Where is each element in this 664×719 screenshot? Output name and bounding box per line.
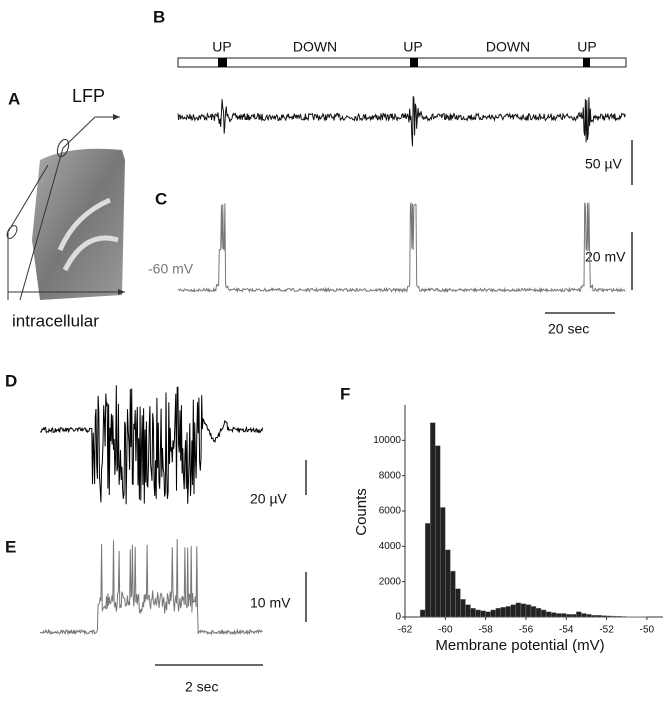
slice-detail	[57, 197, 119, 272]
bar	[545, 611, 552, 618]
x-tick-label: -54	[559, 625, 574, 636]
x-tick-label: -60	[438, 625, 453, 636]
bar	[535, 607, 542, 618]
y-axis-label: Counts	[353, 488, 370, 536]
bar	[591, 615, 597, 618]
y-tick-label: 0	[395, 612, 401, 623]
intracellular-label: intracellular	[12, 311, 99, 330]
bar	[429, 422, 436, 618]
state-label: UP	[403, 39, 422, 55]
up-mark	[218, 58, 227, 67]
panel-label: A	[8, 89, 20, 108]
bar	[611, 615, 617, 618]
y-tick-label: 6000	[379, 506, 402, 517]
bar	[530, 606, 537, 618]
state-label: UP	[212, 39, 231, 55]
bar	[561, 613, 567, 618]
lfp-label: LFP	[72, 86, 105, 106]
bar	[450, 570, 456, 618]
bar	[571, 614, 577, 618]
y-tick-label: 2000	[379, 576, 402, 587]
bar	[440, 507, 446, 618]
bar	[419, 609, 426, 618]
x-tick-label: -52	[599, 625, 614, 636]
bar	[596, 615, 602, 618]
bar	[586, 614, 592, 618]
trace	[39, 538, 263, 636]
bar	[445, 549, 451, 618]
lfp-tip	[56, 138, 70, 158]
scale-label: 20 µV	[250, 491, 288, 507]
bar	[555, 613, 562, 618]
panel-label: B	[153, 7, 165, 26]
state-bar	[177, 57, 627, 68]
panel-label: D	[5, 371, 17, 390]
bar	[500, 607, 506, 618]
intra-tip	[6, 225, 18, 239]
time-label: 20 sec	[548, 321, 589, 337]
state-label: DOWN	[293, 39, 337, 55]
x-tick-label: -58	[478, 625, 493, 636]
panel-label: E	[5, 537, 16, 556]
bar	[520, 603, 527, 618]
bar	[485, 611, 491, 618]
lfp-electrode	[19, 114, 120, 301]
bar	[480, 610, 486, 618]
bar	[460, 599, 466, 618]
time-label: 2 sec	[185, 679, 218, 695]
x-tick-label: -50	[640, 625, 655, 636]
bar	[566, 614, 572, 618]
bar	[470, 607, 476, 618]
baseline-label: -60 mV	[148, 261, 194, 277]
bar	[621, 616, 627, 618]
bar	[515, 602, 522, 618]
bar	[510, 604, 517, 618]
bar	[601, 615, 607, 618]
trace	[39, 385, 264, 505]
x-tick-label: -56	[519, 625, 534, 636]
bar	[435, 445, 441, 618]
bar	[581, 613, 587, 618]
scale-label: 20 mV	[585, 249, 626, 265]
panel-label: F	[340, 384, 350, 403]
bar	[525, 604, 532, 618]
scale-label: 10 mV	[250, 595, 291, 611]
bar	[616, 616, 622, 618]
scale-label: 50 µV	[585, 156, 623, 172]
bar	[505, 606, 512, 618]
trace	[177, 96, 626, 147]
bar	[424, 523, 431, 618]
trace	[177, 202, 626, 294]
bar	[495, 607, 501, 618]
bar	[475, 609, 481, 618]
bar	[490, 609, 496, 618]
y-tick-label: 4000	[379, 541, 402, 552]
up-mark	[410, 58, 418, 67]
up-mark	[583, 58, 590, 67]
bar	[465, 604, 471, 618]
panel-label: C	[155, 189, 167, 208]
bar	[540, 609, 547, 618]
bar	[576, 611, 582, 618]
bar	[455, 588, 461, 618]
x-axis-label: Membrane potential (mV)	[435, 637, 604, 654]
x-tick-label: -62	[398, 625, 413, 636]
bar	[550, 612, 557, 618]
state-label: DOWN	[486, 39, 530, 55]
y-tick-label: 10000	[373, 435, 401, 446]
state-label: UP	[577, 39, 596, 55]
y-tick-label: 8000	[379, 470, 402, 481]
bar	[606, 615, 612, 618]
